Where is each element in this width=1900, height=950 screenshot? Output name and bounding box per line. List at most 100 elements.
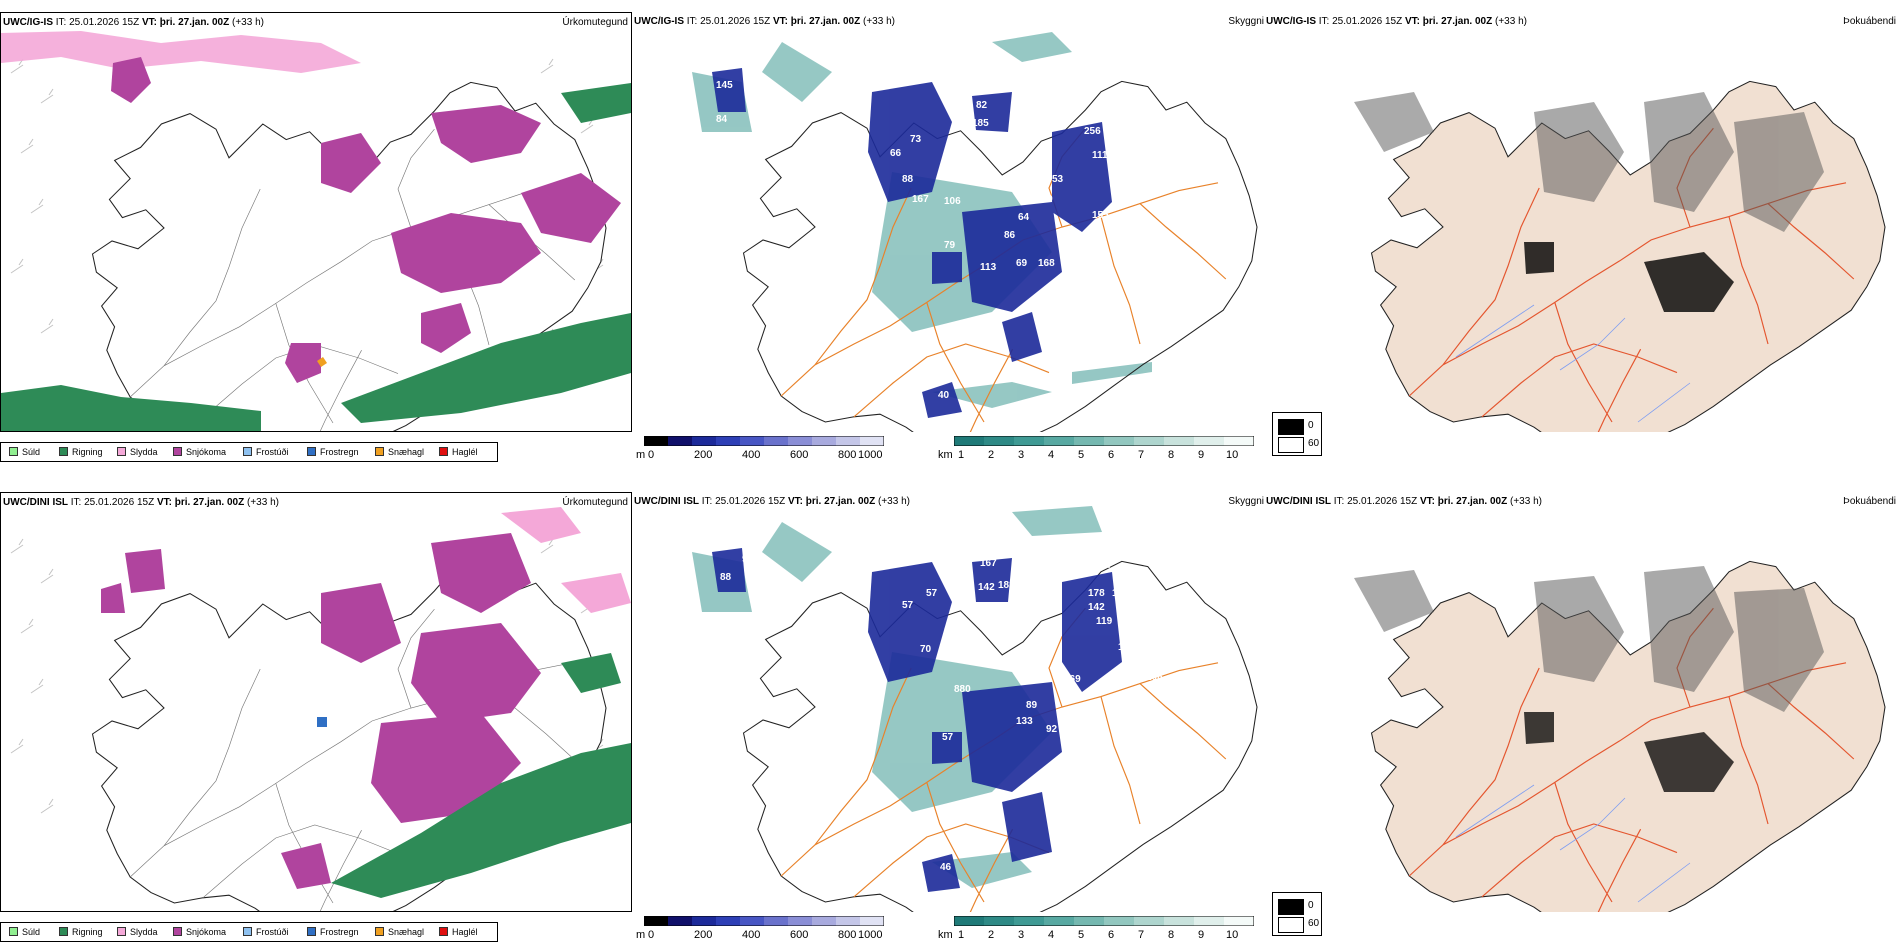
legend-item: Haglél <box>439 927 478 937</box>
panel-title: UWC/DINI ISL IT: 25.01.2026 15Z VT: þri.… <box>3 497 279 508</box>
vis-label: 58 <box>1098 748 1110 759</box>
legend-item: Snjókoma <box>173 447 226 457</box>
legend-item: Snjókoma <box>173 927 226 937</box>
vis-tick: 2 <box>988 929 995 941</box>
vis-label: 86 <box>1040 650 1052 661</box>
visibility-labels: 88 90 167 237 444 236 57 57 60 142 183 1… <box>720 544 1180 873</box>
vis-label: 880 <box>954 684 971 695</box>
legend-item: Frostúði <box>243 447 289 457</box>
cloud-key-low: 60 <box>1308 918 1320 929</box>
vis-tick: 9 <box>1198 929 1205 941</box>
legend-swatch <box>117 927 126 936</box>
vis-label: 34 <box>944 626 956 637</box>
vis-tick: 1 <box>958 929 965 941</box>
cloud-key-black <box>1278 899 1304 915</box>
panel-product-name: Þokuábendi <box>1843 16 1896 27</box>
cloud-key-row1: 0 60 <box>1272 412 1322 456</box>
height-tick: 0 <box>648 449 655 461</box>
vis-label: 444 <box>1094 560 1111 571</box>
height-colorbar: m 0 200 400 600 800 1000 <box>636 436 884 466</box>
panel-title: UWC/IG-IS IT: 25.01.2026 15Z VT: þri. 27… <box>1266 16 1527 27</box>
vis-tick: 6 <box>1108 449 1115 461</box>
vis-label: 82 <box>976 100 988 111</box>
precip-panel-row2: UWC/DINI ISL IT: 25.01.2026 15Z VT: þri.… <box>0 492 632 944</box>
legend-swatch <box>243 447 252 456</box>
legend-swatch <box>9 447 18 456</box>
cloud-key-white <box>1278 917 1304 933</box>
vis-label: 106 <box>1168 194 1185 205</box>
vis-label: 168 <box>1038 258 1055 269</box>
vis-label: 103 <box>1112 588 1129 599</box>
vis-label: 104 <box>1118 642 1135 653</box>
vis-label: 167 <box>912 194 929 205</box>
visibility-map: 88 90 167 237 444 236 57 57 60 142 183 1… <box>692 506 1258 912</box>
fog-dense <box>1524 712 1734 792</box>
vis-label: 106 <box>944 196 961 207</box>
legend-item: Haglél <box>439 447 478 457</box>
legend-item: Slydda <box>117 447 158 457</box>
height-tick: 800 <box>838 929 857 941</box>
height-colorbar-bar <box>644 436 884 446</box>
cloud-map <box>1354 80 1886 432</box>
visibility-colorbar-bar <box>954 916 1254 926</box>
vis-label: 185 <box>972 118 989 129</box>
legend-swatch <box>375 927 384 936</box>
vis-label: 57 <box>926 588 938 599</box>
vis-label: 111 <box>1064 326 1080 337</box>
panel-title: UWC/DINI ISL IT: 25.01.2026 15Z VT: þri.… <box>1266 496 1542 507</box>
vis-label: 256 <box>1084 126 1101 137</box>
legend-item: Snæhagl <box>375 927 424 937</box>
vis-label: 113 <box>980 262 997 273</box>
vis-label: 183 <box>998 580 1015 591</box>
vis-tick: 10 <box>1226 449 1239 461</box>
fog-dense <box>1524 242 1734 312</box>
visibility-labels: 145 137 84 82 185 76 256 100 66 73 52 11… <box>716 80 1185 401</box>
vis-label: 53 <box>1052 174 1064 185</box>
legend-item: Frostregn <box>307 447 359 457</box>
vis-label: 82 <box>1098 278 1110 289</box>
vis-label: 237 <box>1078 544 1095 555</box>
vis-tick: 4 <box>1048 449 1055 461</box>
panel-product-name: Þokuábendi <box>1843 496 1896 507</box>
vis-label: 86 <box>1004 230 1016 241</box>
vis-label: 56 <box>1166 616 1178 627</box>
vis-label: 70 <box>1168 172 1180 183</box>
height-tick: 1000 <box>858 449 883 461</box>
legend-swatch <box>307 447 316 456</box>
fog-shading <box>1354 566 1824 712</box>
vis-label: 369 <box>1064 674 1081 685</box>
vis-label: 133 <box>1016 716 1033 727</box>
legend-swatch <box>9 927 18 936</box>
vis-label: 90 <box>742 554 754 565</box>
precip-legend: Súld Rigning Slydda Snjókoma Frostúði Fr… <box>0 442 498 462</box>
height-tick: 1000 <box>858 929 883 941</box>
legend-item: Frostregn <box>307 927 359 937</box>
panel-title: UWC/DINI ISL IT: 25.01.2026 15Z VT: þri.… <box>634 496 910 507</box>
vis-tick: 3 <box>1018 449 1025 461</box>
cloud-panel-row1: UWC/IG-IS IT: 25.01.2026 15Z VT: þri. 27… <box>1264 12 1900 464</box>
height-colorbar-bar <box>644 916 884 926</box>
vis-label: 64 <box>1018 672 1030 683</box>
vis-label: 89 <box>1026 700 1038 711</box>
fog-shading <box>1354 92 1824 232</box>
vis-label: 79 <box>1168 158 1180 169</box>
vis-label: 100 <box>1114 126 1131 137</box>
legend-swatch <box>173 927 182 936</box>
vis-label: 142 <box>978 582 995 593</box>
legend-item: Súld <box>9 927 40 937</box>
visibility-colorbar: km 1 2 3 4 5 6 7 8 9 10 <box>938 436 1258 466</box>
precip-areas <box>1 31 631 431</box>
legend-swatch <box>173 447 182 456</box>
height-tick: 400 <box>742 449 761 461</box>
visibility-panel-row2: UWC/DINI ISL IT: 25.01.2026 15Z VT: þri.… <box>632 492 1264 944</box>
legend-item: Slydda <box>117 927 158 937</box>
vis-tick: 5 <box>1078 929 1085 941</box>
height-colorbar: m 0 200 400 600 800 1000 <box>636 916 884 946</box>
cloud-map <box>1354 560 1886 912</box>
vis-label: 52 <box>1144 142 1156 153</box>
vis-label: 57 <box>902 600 914 611</box>
vis-tick: 8 <box>1168 449 1175 461</box>
legend-swatch <box>439 447 448 456</box>
vis-label: 73 <box>910 134 922 145</box>
vis-label: 131 <box>958 170 975 181</box>
